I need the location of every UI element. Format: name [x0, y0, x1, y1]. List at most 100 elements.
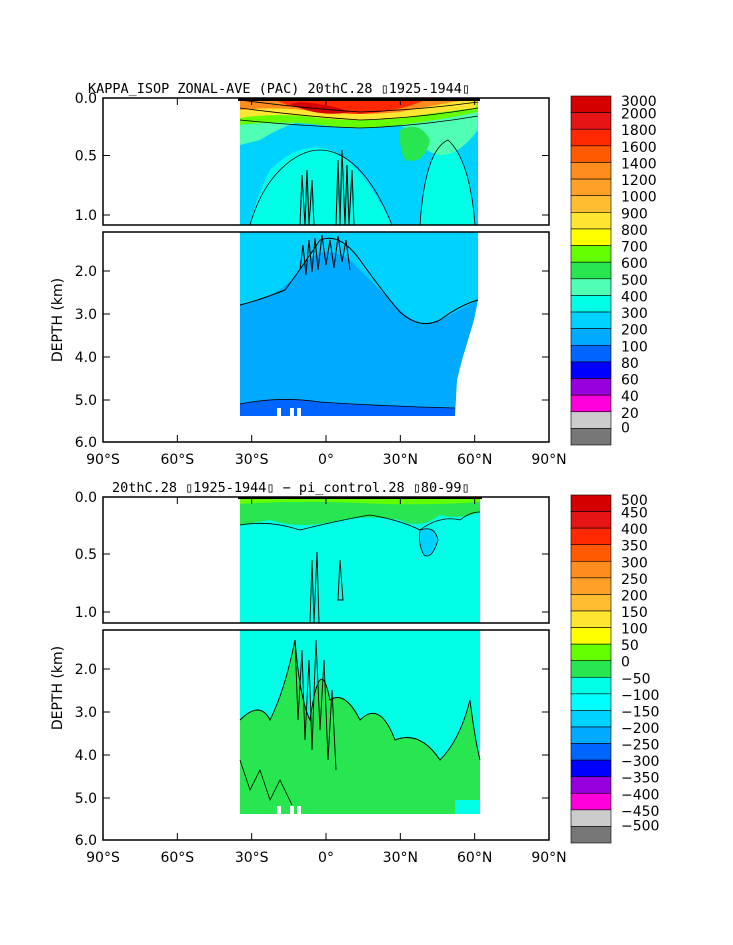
- colorbar-label: 300: [621, 306, 648, 322]
- y-tick-label: 3.0: [75, 307, 97, 323]
- colorbar-label: 0: [621, 420, 630, 436]
- y-tick-label: 0.0: [75, 490, 97, 506]
- y-tick-label: 4.0: [75, 350, 97, 366]
- x-tick-label: 60°S: [160, 452, 194, 468]
- y-tick-label: 4.0: [75, 748, 97, 764]
- colorbar-swatch: [570, 792, 612, 811]
- colorbar-swatch: [570, 344, 612, 363]
- colorbar-label: 60: [621, 373, 639, 389]
- x-tick-label: 90°S: [86, 850, 120, 866]
- panel-2-ylabel: DEPTH (km): [50, 646, 66, 730]
- colorbar-swatch: [570, 361, 612, 379]
- panel-1-axes: 90°S 60°S 30°S 0° 30°N 60°N 90°N 0.0 0.5 1.0 2.0 3.…: [75, 91, 567, 468]
- colorbar-label: 200: [621, 588, 648, 604]
- colorbar-swatch: [570, 228, 612, 246]
- colorbar-swatch: [570, 759, 612, 778]
- colorbar-swatch: [570, 560, 612, 579]
- y-tick-label: 1.0: [75, 605, 97, 621]
- x-tick-label: 60°N: [457, 452, 492, 468]
- colorbar-label: 450: [621, 506, 648, 522]
- x-tick-label: 90°N: [531, 452, 566, 468]
- colorbar-swatch: [570, 643, 612, 662]
- colorbar-label: 100: [621, 622, 648, 638]
- colorbar-swatch: [570, 676, 612, 695]
- colorbar-label: 1600: [621, 140, 657, 156]
- panel-2-lower-field: [239, 630, 481, 814]
- colorbar-swatch: [570, 311, 612, 329]
- x-tick-label: 30°N: [383, 452, 418, 468]
- colorbar-label: 200: [621, 323, 648, 339]
- panel-1-colorbar: 3000200018001600140012001000900800700600…: [570, 94, 657, 446]
- colorbar-label: 700: [621, 240, 648, 256]
- colorbar-label: −450: [621, 804, 659, 820]
- colorbar-swatch: [570, 278, 612, 296]
- y-tick-label: 2.0: [75, 662, 97, 678]
- panel-2-upper-field: [238, 497, 482, 623]
- y-tick-label: 0.0: [75, 91, 97, 107]
- colorbar-swatch: [570, 162, 612, 180]
- colorbar-label: 150: [621, 605, 648, 621]
- colorbar-swatch: [570, 527, 612, 546]
- colorbar-label: −300: [621, 754, 659, 770]
- y-tick-label: 6.0: [75, 833, 97, 849]
- x-tick-label: 90°N: [531, 850, 566, 866]
- colorbar-label: 100: [621, 339, 648, 355]
- colorbar-swatch: [570, 511, 612, 529]
- panel-2-colorbar: 500450400350300250200150100500−50−100−15…: [570, 493, 659, 844]
- colorbar-label: −200: [621, 721, 659, 737]
- colorbar-label: 600: [621, 256, 648, 272]
- colorbar-swatch: [570, 710, 612, 728]
- colorbar-swatch: [570, 743, 612, 761]
- colorbar-swatch: [570, 394, 612, 413]
- colorbar-label: −250: [621, 738, 659, 754]
- colorbar-label: 350: [621, 539, 648, 555]
- colorbar-label: 500: [621, 273, 648, 289]
- x-tick-label: 0°: [318, 452, 334, 468]
- colorbar-label: 40: [621, 389, 639, 405]
- colorbar-swatch: [570, 594, 612, 612]
- colorbar-label: 800: [621, 223, 648, 239]
- y-tick-label: 3.0: [75, 705, 97, 721]
- panel-1-upper-spikes: [299, 149, 355, 225]
- colorbar-swatch: [570, 195, 612, 213]
- colorbar-swatch: [570, 544, 612, 562]
- colorbar-swatch: [570, 627, 612, 645]
- colorbar-label: 1200: [621, 173, 657, 189]
- colorbar-label: 400: [621, 522, 648, 538]
- colorbar-label: −150: [621, 704, 659, 720]
- colorbar-swatch: [570, 776, 612, 794]
- panel-1-lower-field: [239, 232, 479, 416]
- colorbar-swatch: [570, 261, 612, 280]
- y-tick-label: 6.0: [75, 435, 97, 451]
- colorbar-swatch: [570, 245, 612, 263]
- colorbar-label: 400: [621, 289, 648, 305]
- colorbar-swatch: [570, 809, 612, 827]
- colorbar-swatch: [570, 660, 612, 678]
- colorbar-swatch: [570, 328, 612, 346]
- colorbar-swatch: [570, 378, 612, 396]
- x-tick-label: 30°N: [383, 850, 418, 866]
- y-tick-label: 1.0: [75, 208, 97, 224]
- colorbar-swatch: [570, 145, 612, 163]
- colorbar-swatch: [570, 212, 612, 230]
- colorbar-label: 1800: [621, 123, 657, 139]
- x-tick-label: 30°S: [235, 850, 269, 866]
- y-tick-label: 5.0: [75, 393, 97, 409]
- colorbar-swatch: [570, 295, 612, 313]
- x-tick-label: 60°S: [160, 850, 194, 866]
- panel-2-axes: 90°S 60°S 30°S 0° 30°N 60°N 90°N 0.0 0.5 1.0 2.0 3.…: [75, 490, 567, 866]
- colorbar-swatch: [570, 128, 612, 147]
- colorbar-label: 2000: [621, 107, 657, 123]
- y-tick-label: 2.0: [75, 264, 97, 280]
- x-tick-label: 60°N: [457, 850, 492, 866]
- colorbar-label: 50: [621, 638, 639, 654]
- panel-1: KAPPA_ISOP ZONAL-AVE (PAC) 20thC.28 ▯192…: [50, 81, 657, 468]
- panel-1-title: KAPPA_ISOP ZONAL-AVE (PAC) 20thC.28 ▯192…: [88, 81, 470, 97]
- colorbar-swatch: [570, 411, 612, 429]
- colorbar-label: −500: [621, 818, 659, 834]
- colorbar-label: 20: [621, 406, 639, 422]
- panel-1-ylabel: DEPTH (km): [50, 278, 66, 362]
- colorbar-label: 1400: [621, 156, 657, 172]
- x-tick-label: 90°S: [86, 452, 120, 468]
